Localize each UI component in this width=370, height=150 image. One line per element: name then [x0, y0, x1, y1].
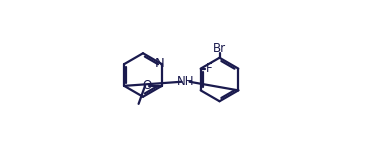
Text: O: O	[142, 79, 151, 92]
Text: Br: Br	[213, 42, 226, 54]
Text: N: N	[155, 57, 165, 70]
Text: NH: NH	[177, 75, 195, 88]
Text: F: F	[206, 62, 212, 75]
